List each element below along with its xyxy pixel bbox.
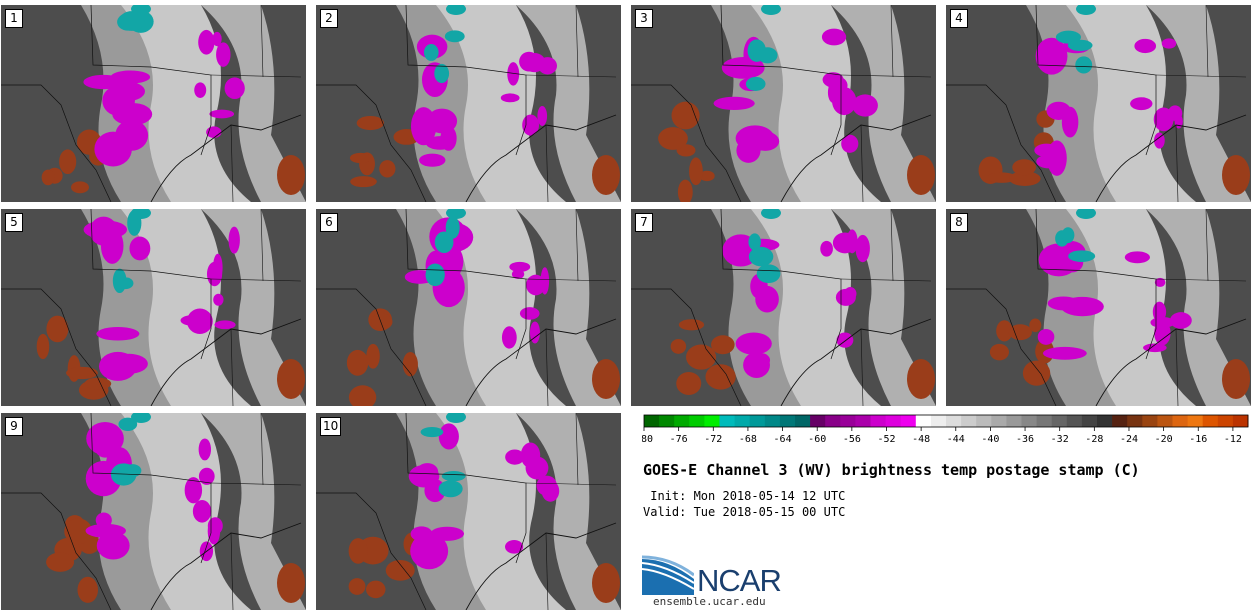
- panel-number: 1: [5, 9, 23, 28]
- colorbar-tick-label: -72: [704, 434, 722, 445]
- colorbar-swatch: [795, 415, 811, 427]
- ensemble-member-panel-6: 6: [316, 209, 621, 406]
- colorbar-swatch: [659, 415, 675, 427]
- ensemble-member-panel-4: 4: [946, 5, 1251, 202]
- water-vapor-imagery: [946, 5, 1251, 202]
- ensemble-member-panel-7: 7: [631, 209, 936, 406]
- website-url: ensemble.ucar.edu: [653, 595, 766, 608]
- water-vapor-imagery: [631, 209, 936, 406]
- colorbar-swatch: [1232, 415, 1249, 427]
- colorbar-swatch: [764, 415, 781, 427]
- colorbar-tick-label: -76: [670, 434, 688, 445]
- ensemble-member-panel-5: 5: [1, 209, 306, 406]
- water-vapor-imagery: [1, 413, 306, 610]
- water-vapor-imagery: [1, 5, 306, 202]
- valid-time: Valid: Tue 2018-05-15 00 UTC: [643, 505, 846, 519]
- panel-number: 10: [320, 417, 342, 436]
- colorbar-tick-label: -60: [808, 434, 826, 445]
- colorbar-tick-label: -16: [1189, 434, 1207, 445]
- colorbar-swatch: [1217, 415, 1234, 427]
- water-vapor-imagery: [1, 209, 306, 406]
- colorbar-tick-label: -36: [1016, 434, 1034, 445]
- colorbar-swatch: [915, 415, 932, 427]
- colorbar-swatch: [734, 415, 751, 427]
- water-vapor-imagery: [946, 209, 1251, 406]
- panel-number: 8: [950, 213, 968, 232]
- colorbar: -80 -76 -72 -68 -64 -60 -56 -52 -48 -44 -40 -36 -32 -…: [642, 414, 1249, 445]
- colorbar-swatch: [870, 415, 887, 427]
- water-vapor-imagery: [631, 5, 936, 202]
- colorbar-swatch: [1021, 415, 1038, 427]
- ncar-logo-icon: [642, 553, 694, 595]
- colorbar-swatch: [885, 415, 902, 427]
- colorbar-swatch: [1097, 415, 1113, 427]
- panel-number: 5: [5, 213, 23, 232]
- colorbar-swatch: [1142, 415, 1158, 427]
- water-vapor-imagery: [316, 413, 621, 610]
- colorbar-frame: [643, 414, 1249, 428]
- panel-number: 2: [320, 9, 338, 28]
- colorbar-tick-label: -32: [1051, 434, 1069, 445]
- colorbar-swatch: [1006, 415, 1022, 427]
- panel-number: 9: [5, 417, 23, 436]
- colorbar-swatch: [991, 415, 1007, 427]
- colorbar-swatch: [674, 415, 690, 427]
- colorbar-swatch: [855, 415, 871, 427]
- colorbar-swatch: [1051, 415, 1068, 427]
- colorbar-swatch: [900, 415, 917, 427]
- colorbar-swatch: [1157, 415, 1173, 427]
- ncar-logo-text: NCAR: [697, 563, 782, 598]
- panel-number: 4: [950, 9, 968, 28]
- ensemble-member-panel-9: 9: [1, 413, 306, 610]
- colorbar-tick-label: -44: [947, 434, 965, 445]
- colorbar-tick-label: -56: [843, 434, 861, 445]
- colorbar-swatch: [961, 415, 977, 427]
- colorbar-swatch: [1187, 415, 1204, 427]
- panel-number: 6: [320, 213, 338, 232]
- ensemble-member-panel-2: 2: [316, 5, 621, 202]
- colorbar-swatch: [704, 415, 720, 427]
- panel-number: 7: [635, 213, 653, 232]
- colorbar-tick-label: -40: [981, 434, 999, 445]
- colorbar-swatch: [840, 415, 856, 427]
- colorbar-swatch: [810, 415, 826, 427]
- colorbar-tick-label: -52: [877, 434, 895, 445]
- colorbar-swatch: [930, 415, 947, 427]
- colorbar-swatch: [1066, 415, 1083, 427]
- init-time: Init: Mon 2018-05-14 12 UTC: [643, 489, 846, 503]
- figure-title: GOES-E Channel 3 (WV) brightness temp po…: [643, 461, 1140, 479]
- ensemble-member-panel-1: 1: [1, 5, 306, 202]
- colorbar-swatch: [719, 415, 736, 427]
- colorbar-tick-label: -28: [1085, 434, 1103, 445]
- colorbar-swatch: [689, 415, 705, 427]
- colorbar-tick-label: -80: [642, 434, 653, 445]
- colorbar-swatch: [779, 415, 796, 427]
- ensemble-member-panel-8: 8: [946, 209, 1251, 406]
- colorbar-swatch: [749, 415, 766, 427]
- colorbar-tick-label: -20: [1155, 434, 1173, 445]
- colorbar-tick-label: -48: [912, 434, 930, 445]
- colorbar-swatch: [1112, 415, 1128, 427]
- ensemble-member-panel-10: 10: [316, 413, 621, 610]
- colorbar-tick-label: -12: [1224, 434, 1242, 445]
- colorbar-tick-label: -64: [774, 434, 792, 445]
- water-vapor-imagery: [316, 209, 621, 406]
- water-vapor-imagery: [316, 5, 621, 202]
- colorbar-swatch: [1081, 415, 1098, 427]
- colorbar-swatch: [946, 415, 962, 427]
- colorbar-tick-label: -68: [739, 434, 757, 445]
- colorbar-swatch: [1172, 415, 1189, 427]
- colorbar-swatch: [644, 415, 660, 427]
- ensemble-member-panel-3: 3: [631, 5, 936, 202]
- panel-number: 3: [635, 9, 653, 28]
- colorbar-swatch: [1036, 415, 1053, 427]
- colorbar-swatch: [1127, 415, 1143, 427]
- colorbar-swatch: [976, 415, 992, 427]
- colorbar-swatch: [1202, 415, 1219, 427]
- colorbar-swatch: [825, 415, 841, 427]
- colorbar-tick-label: -24: [1120, 434, 1138, 445]
